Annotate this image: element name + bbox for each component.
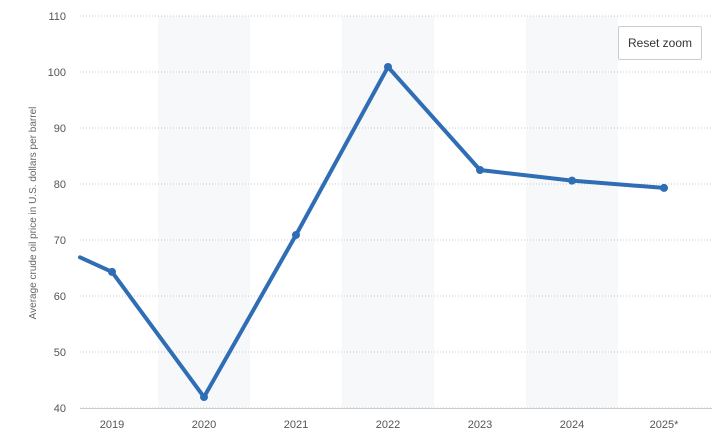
plot-band (342, 16, 434, 408)
y-tick-label: 110 (48, 11, 66, 23)
series-line (78, 64, 666, 400)
x-axis-ticks: 2019 2020 2021 2022 2023 2024 2025* (80, 408, 712, 431)
y-tick-label: 100 (48, 67, 66, 79)
data-point[interactable] (292, 230, 300, 239)
y-tick-label: 40 (54, 403, 66, 415)
y-tick-label: 70 (54, 235, 66, 247)
y-tick-label: 60 (54, 291, 66, 303)
plot-band (526, 16, 618, 408)
plot-bands (158, 16, 618, 408)
y-axis-ticks: 40 50 60 70 80 90 100 110 (48, 11, 66, 415)
y-axis-title: Average crude oil price in U.S. dollars … (28, 107, 39, 320)
y-tick-label: 50 (54, 347, 66, 359)
data-points (108, 62, 668, 402)
data-point[interactable] (200, 393, 208, 402)
y-tick-label: 90 (54, 123, 66, 135)
data-point[interactable] (108, 267, 116, 276)
data-point[interactable] (660, 183, 668, 192)
plot-band (158, 16, 250, 408)
x-tick-label: 2024 (560, 419, 584, 431)
data-point[interactable] (568, 176, 576, 185)
data-point[interactable] (476, 166, 484, 174)
gridlines (80, 15, 712, 409)
reset-zoom-button[interactable]: Reset zoom (618, 26, 702, 60)
data-point[interactable] (384, 62, 392, 71)
x-tick-label: 2021 (284, 419, 308, 431)
x-tick-label: 2022 (376, 419, 400, 431)
x-tick-label: 2023 (468, 419, 492, 431)
x-tick-label: 2019 (100, 419, 124, 431)
x-tick-label: 2025* (650, 419, 679, 431)
y-tick-label: 80 (54, 179, 66, 191)
x-tick-label: 2020 (192, 419, 216, 431)
